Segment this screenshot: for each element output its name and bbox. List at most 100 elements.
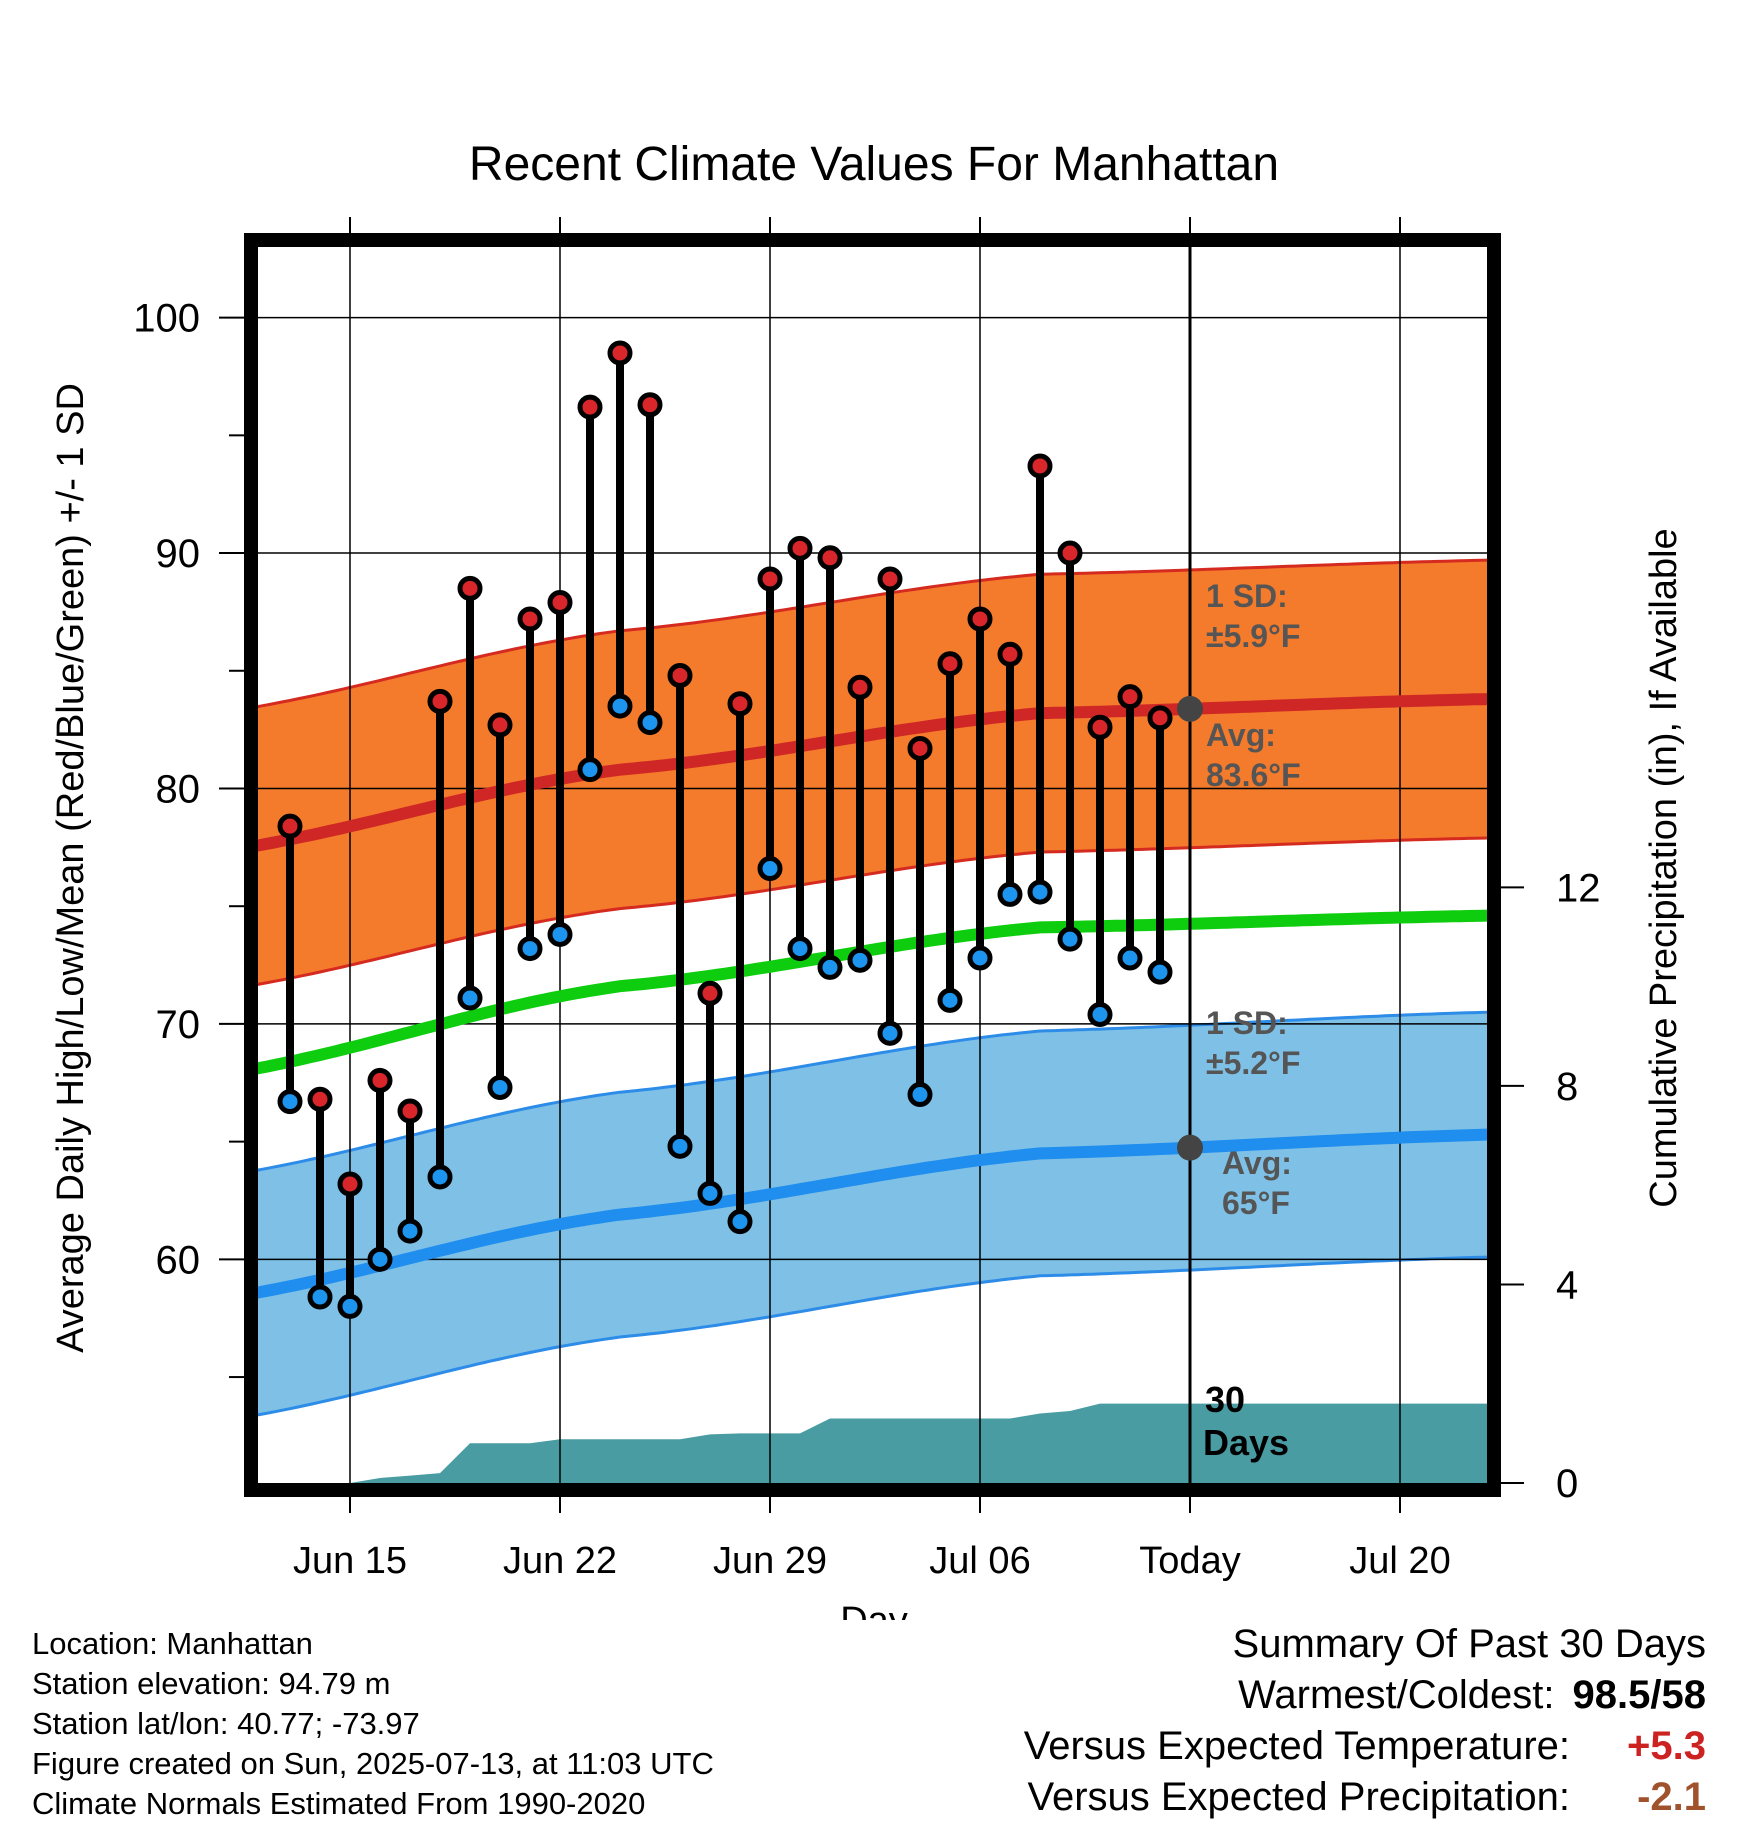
daily-low-point [877, 1020, 903, 1046]
daily-low-point [457, 985, 483, 1011]
low-sd-label-line2: ±5.2°F [1206, 1045, 1300, 1081]
location-line: Location: Manhattan [32, 1626, 313, 1661]
daily-low-point [277, 1089, 303, 1115]
summary-heading: Summary Of Past 30 Days [926, 1622, 1706, 1673]
daily-low-point [757, 856, 783, 882]
high-sd-label-line1: 1 SD: [1206, 578, 1288, 614]
daily-low-point [367, 1246, 393, 1272]
low-avg-label-line2: 65°F [1222, 1185, 1290, 1221]
daily-high-point [307, 1086, 333, 1112]
daily-low-point [697, 1180, 723, 1206]
y-tick-label: 80 [156, 767, 201, 811]
low-sd-band [258, 1012, 1487, 1415]
daily-high-point [907, 735, 933, 761]
high-avg-label-line1: Avg: [1206, 717, 1276, 753]
daily-high-point [277, 813, 303, 839]
summary-value: 98.5/58 [1572, 1673, 1706, 1717]
y-tick-label: 70 [156, 1003, 201, 1047]
x-axis-title: Day [840, 1600, 908, 1620]
daily-low-point [307, 1284, 333, 1310]
daily-low-point [817, 954, 843, 980]
daily-low-point [847, 947, 873, 973]
normals-line: Climate Normals Estimated From 1990-2020 [32, 1786, 646, 1821]
daily-low-point [787, 936, 813, 962]
low-sd-band-upper-edge [258, 1010, 1487, 1172]
daily-high-point [817, 545, 843, 571]
today-normal-high-marker [1177, 695, 1203, 722]
summary-row-precipitation: Versus Expected Precipitation: -2.1 [926, 1775, 1706, 1826]
daily-high-point [1147, 705, 1173, 731]
y-tick-label: 100 [133, 297, 200, 341]
daily-low-point [907, 1082, 933, 1108]
y-axis-right: 0 4 8 12 Cumulative Precipitation (in), If A… [1500, 528, 1685, 1506]
high-sd-label-line2: ±5.9°F [1206, 618, 1300, 654]
summary-value: -2.1 [1637, 1775, 1706, 1819]
plot-area: 1 SD: ±5.9°F Avg: 83.6°F 1 SD: ±5.2°F Avg: 65°F… [258, 247, 1487, 1483]
daily-high-point [487, 712, 513, 738]
summary-row-extremes: Warmest/Coldest: 98.5/58 [926, 1673, 1706, 1724]
daily-low-point [1057, 926, 1083, 952]
daily-high-point [1057, 540, 1083, 566]
daily-high-point [937, 651, 963, 677]
x-tick-label: Jun 22 [503, 1540, 617, 1582]
daily-low-point [397, 1218, 423, 1244]
low-sd-band-lower-edge [258, 1255, 1487, 1417]
daily-high-point [547, 589, 573, 615]
daily-low-point [427, 1164, 453, 1190]
high-avg-label-line2: 83.6°F [1206, 757, 1301, 793]
y2-tick-label: 12 [1556, 866, 1601, 910]
y-tick-label: 90 [156, 532, 201, 576]
high-sd-band-lower-edge [258, 836, 1487, 986]
normal-high-line [258, 693, 1487, 852]
daily-high-point [517, 606, 543, 632]
daily-low-point [487, 1074, 513, 1100]
daily-low-point [337, 1293, 363, 1319]
daily-high-point [697, 980, 723, 1006]
precip-label-line2: Days [1203, 1422, 1289, 1463]
daily-high-point [1027, 453, 1053, 479]
summary-row-temperature: Versus Expected Temperature: +5.3 [926, 1724, 1706, 1775]
daily-high-point [757, 566, 783, 592]
low-sd-label-line1: 1 SD: [1206, 1005, 1288, 1041]
high-sd-band [258, 560, 1487, 985]
y2-tick-label: 0 [1556, 1462, 1578, 1506]
chart-title: Recent Climate Values For Manhattan [469, 138, 1279, 191]
y2-axis-title: Cumulative Precipitation (in), If Availa… [1643, 528, 1685, 1207]
daily-high-point [607, 340, 633, 366]
summary-panel: Summary Of Past 30 Days Warmest/Coldest:… [926, 1622, 1706, 1826]
today-normal-low-marker [1177, 1134, 1203, 1161]
daily-high-point [457, 575, 483, 601]
x-tick-label: Jul 20 [1349, 1540, 1450, 1582]
station-info: Location: Manhattan Station elevation: 9… [32, 1624, 812, 1824]
daily-high-point [877, 566, 903, 592]
low-avg-label-line1: Avg: [1222, 1145, 1292, 1181]
daily-high-point [997, 641, 1023, 667]
daily-low-point [727, 1209, 753, 1235]
x-tick-label: Jul 06 [929, 1540, 1030, 1582]
x-tick-label: Jun 29 [713, 1540, 827, 1582]
daily-high-point [847, 674, 873, 700]
x-tick-label: Today [1139, 1540, 1240, 1582]
daily-low-point [637, 710, 663, 736]
normal-mean-line [258, 909, 1487, 1075]
daily-low-point [997, 881, 1023, 907]
climate-chart: Recent Climate Values For Manhattan 1 SD:… [50, 138, 1685, 1620]
high-sd-band-upper-edge [258, 558, 1487, 709]
summary-heading-text: Summary Of Past 30 Days [1232, 1622, 1706, 1666]
daily-high-point [967, 606, 993, 632]
precip-label-line1: 30 [1205, 1379, 1245, 1420]
summary-value: +5.3 [1627, 1724, 1706, 1768]
daily-low-point [1117, 945, 1143, 971]
daily-observations [277, 340, 1173, 1319]
summary-label: Versus Expected Precipitation: [1027, 1775, 1570, 1819]
daily-low-point [967, 945, 993, 971]
plot-frame [244, 233, 1501, 1497]
daily-low-point [547, 921, 573, 947]
daily-high-point [577, 394, 603, 420]
y-axis-title: Average Daily High/Low/Mean (Red/Blue/Gr… [50, 383, 92, 1353]
y-tick-label: 60 [156, 1238, 201, 1282]
created-line: Figure created on Sun, 2025-07-13, at 11… [32, 1746, 714, 1781]
daily-high-point [337, 1171, 363, 1197]
x-axis: Jun 15 Jun 22 Jun 29 Jul 06 Today Jul 20 Day [293, 217, 1451, 1620]
